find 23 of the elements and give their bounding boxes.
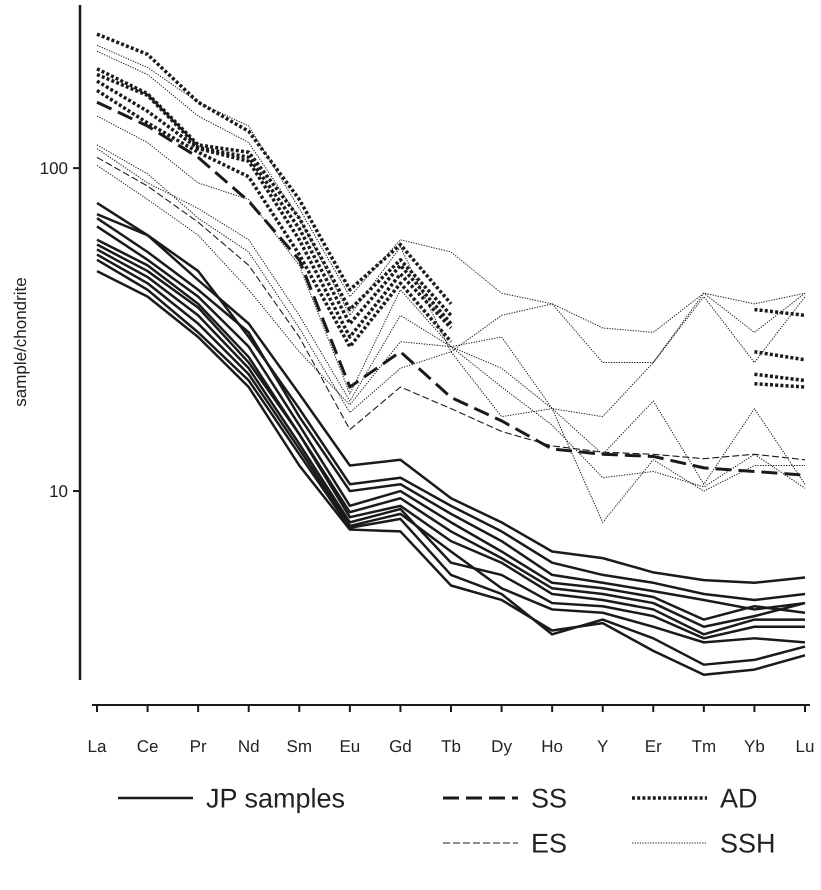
- x-tick-label: Ce: [136, 737, 158, 756]
- x-tick-label: Yb: [744, 737, 765, 756]
- x-tick-label: Tm: [692, 737, 716, 756]
- x-tick-label: Tb: [441, 737, 461, 756]
- x-tick-label: Pr: [190, 737, 207, 756]
- legend-label: AD: [720, 783, 758, 814]
- x-tick-label: Y: [597, 737, 608, 756]
- x-tick-label: Ho: [541, 737, 564, 756]
- x-tick-label: La: [88, 737, 107, 756]
- x-tick-label: Lu: [796, 737, 814, 756]
- legend-label: SS: [531, 783, 568, 814]
- x-tick-label: Eu: [339, 737, 360, 756]
- y-axis-title: sample/chondrite: [11, 277, 30, 407]
- y-tick-label: 10: [49, 482, 68, 502]
- x-tick-label: Nd: [238, 737, 260, 756]
- legend-label: JP samples: [206, 783, 346, 814]
- y-tick-label: 100: [40, 159, 68, 178]
- x-tick-label: Dy: [491, 737, 512, 756]
- x-tick-label: Sm: [286, 737, 312, 756]
- legend-label: SSH: [720, 828, 776, 858]
- legend-label: ES: [531, 828, 568, 858]
- x-tick-label: Er: [644, 737, 662, 756]
- x-tick-label: Gd: [389, 737, 412, 756]
